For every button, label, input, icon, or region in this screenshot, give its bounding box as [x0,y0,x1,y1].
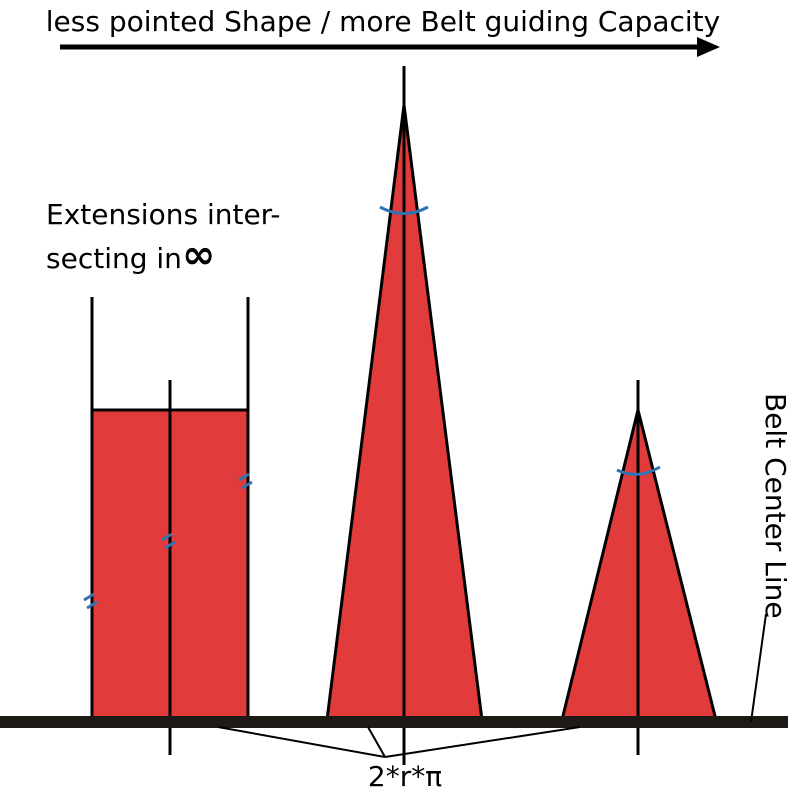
infinity-symbol: ∞ [182,232,215,278]
parallel-mark-center [161,532,176,550]
direction-arrow-head [697,37,720,57]
pointed-angle-arc [379,205,429,215]
blunt-angle-arc [616,465,661,476]
parallel-mark-left [83,592,98,610]
belt-center-line-leader [750,613,767,723]
extensions-label-line1: Extensions inter- [46,198,281,231]
circumference-leader-lines [217,726,581,758]
parallel-mark-right [238,472,253,490]
extensions-label-line2: secting in [46,242,182,275]
belt-center-line-label: Belt Center Line [759,393,792,619]
circumference-label: 2*r*π [368,760,442,793]
direction-label: less pointed Shape / more Belt guiding C… [46,5,720,38]
